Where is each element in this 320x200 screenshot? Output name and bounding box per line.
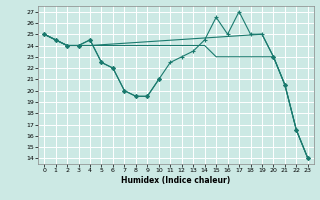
X-axis label: Humidex (Indice chaleur): Humidex (Indice chaleur) xyxy=(121,176,231,185)
